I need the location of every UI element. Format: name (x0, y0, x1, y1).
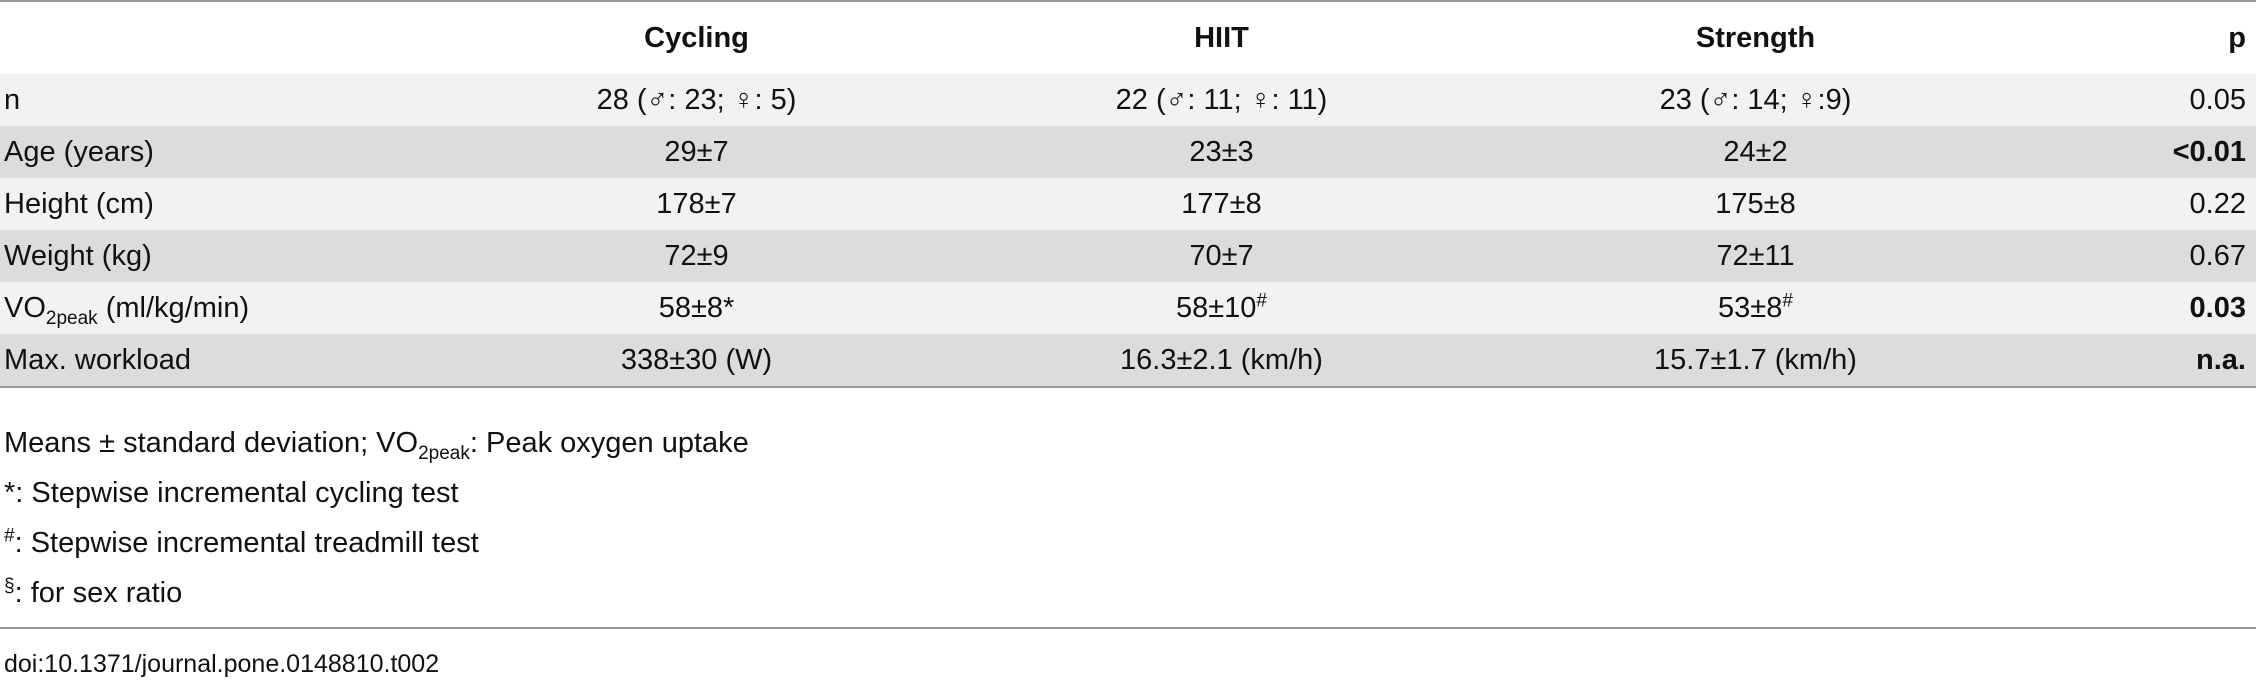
text: 0.67 (2189, 239, 2246, 272)
data-table: Cycling HIIT Strength p n 28 (♂: 23; ♀: 5) 22… (0, 0, 2256, 388)
header-cell: Cycling (644, 21, 749, 54)
text: Max. workload (4, 343, 191, 376)
text: : Stepwise incremental treadmill test (14, 527, 479, 559)
superscript: # (1782, 289, 1793, 311)
table-cell: 338±30 (W) (432, 334, 961, 387)
p-value: n.a. (2029, 334, 2256, 387)
p-value: 0.67 (2029, 230, 2256, 282)
table-cell: 177±8 (961, 178, 1482, 230)
p-value: 0.05 (2029, 74, 2256, 126)
text: 23 (♂: 14; ♀:9) (1659, 83, 1852, 116)
text: 58±10 (1175, 291, 1257, 324)
row-label: VO2peak (ml/kg/min) (0, 282, 432, 334)
text: <0.01 (2172, 135, 2246, 168)
text: 58±8* (658, 291, 735, 324)
table-cell: 72±11 (1482, 230, 2029, 282)
superscript: § (4, 575, 15, 597)
row-label: Weight (kg) (0, 230, 432, 282)
text: VO (4, 291, 46, 324)
text: 53±8 (1718, 291, 1783, 324)
text: 72±11 (1716, 239, 1795, 272)
text: Weight (kg) (4, 239, 152, 272)
text: Height (cm) (4, 187, 154, 220)
subscript: 2peak (418, 442, 470, 464)
row-label: n (0, 74, 432, 126)
table-cell: 22 (♂: 11; ♀: 11) (961, 74, 1482, 126)
row-label: Height (cm) (0, 178, 432, 230)
row-label: Age (years) (0, 126, 432, 178)
table-cell: 53±8# (1482, 282, 2029, 334)
table-row: Weight (kg) 72±9 70±7 72±11 0.67 (0, 230, 2256, 282)
text: 175±8 (1715, 187, 1796, 220)
row-label: Max. workload (0, 334, 432, 387)
footnote: Means ± standard deviation; VO2peak: Pea… (4, 418, 749, 468)
text: 23±3 (1189, 135, 1254, 168)
table-cell: 23±3 (961, 126, 1482, 178)
footnotes: Means ± standard deviation; VO2peak: Pea… (4, 418, 749, 618)
table-cell: 24±2 (1482, 126, 2029, 178)
table-cell: 23 (♂: 14; ♀:9) (1482, 74, 2029, 126)
table-cell: 58±10# (961, 282, 1482, 334)
text: 178±7 (656, 187, 737, 220)
text: 0.03 (2189, 291, 2246, 324)
superscript: # (4, 525, 15, 547)
text: Means ± standard deviation; VO (4, 427, 419, 459)
text: 0.22 (2189, 187, 2246, 220)
text: (ml/kg/min) (97, 291, 250, 324)
table-cell: 28 (♂: 23; ♀: 5) (432, 74, 961, 126)
header-cell: HIIT (1194, 21, 1249, 54)
footnote: *: Stepwise incremental cycling test (4, 468, 749, 518)
footnote: #: Stepwise incremental treadmill test (4, 518, 749, 568)
table-cell: 58±8* (432, 282, 961, 334)
doi: doi:10.1371/journal.pone.0148810.t002 (4, 650, 440, 678)
table-row: Height (cm) 178±7 177±8 175±8 0.22 (0, 178, 2256, 230)
text: *: Stepwise incremental cycling test (4, 477, 459, 509)
p-value: 0.03 (2029, 282, 2256, 334)
text: n (4, 83, 21, 116)
table-cell: 72±9 (432, 230, 961, 282)
text: 338±30 (W) (620, 343, 773, 376)
table-cell: 70±7 (961, 230, 1482, 282)
table-cell: 15.7±1.7 (km/h) (1482, 334, 2029, 387)
table-cell: 16.3±2.1 (km/h) (961, 334, 1482, 387)
text: 70±7 (1189, 239, 1254, 272)
header-cell: p (2228, 21, 2246, 54)
header-cell: Strength (1695, 21, 1816, 54)
text: : for sex ratio (14, 577, 183, 609)
p-value: 0.22 (2029, 178, 2256, 230)
text: 0.05 (2189, 83, 2246, 116)
text: 16.3±2.1 (km/h) (1120, 343, 1323, 376)
text: n.a. (2196, 343, 2246, 376)
text: : Peak oxygen uptake (469, 427, 749, 459)
table-row: Max. workload 338±30 (W) 16.3±2.1 (km/h) 15… (0, 334, 2256, 387)
subscript: 2peak (45, 307, 98, 329)
header-cell (0, 1, 432, 74)
text: 22 (♂: 11; ♀: 11) (1115, 83, 1328, 116)
table-row: Age (years) 29±7 23±3 24±2 <0.01 (0, 126, 2256, 178)
text: 28 (♂: 23; ♀: 5) (596, 83, 797, 116)
text: 29±7 (664, 135, 729, 168)
text: 177±8 (1181, 187, 1262, 220)
footnote: §: for sex ratio (4, 568, 749, 618)
superscript: # (1256, 289, 1267, 311)
text: Age (years) (4, 135, 154, 168)
table-cell: 29±7 (432, 126, 961, 178)
table-row: VO2peak (ml/kg/min) 58±8* 58±10# 53±8# 0.03 (0, 282, 2256, 334)
text: 72±9 (664, 239, 729, 272)
table-cell: 175±8 (1482, 178, 2029, 230)
p-value: <0.01 (2029, 126, 2256, 178)
table-row: n 28 (♂: 23; ♀: 5) 22 (♂: 11; ♀: 11) 23 (♂:… (0, 74, 2256, 126)
header-row: Cycling HIIT Strength p (0, 1, 2256, 74)
separator (0, 627, 2256, 629)
table-cell: 178±7 (432, 178, 961, 230)
text: 15.7±1.7 (km/h) (1654, 343, 1857, 376)
text: 24±2 (1723, 135, 1788, 168)
